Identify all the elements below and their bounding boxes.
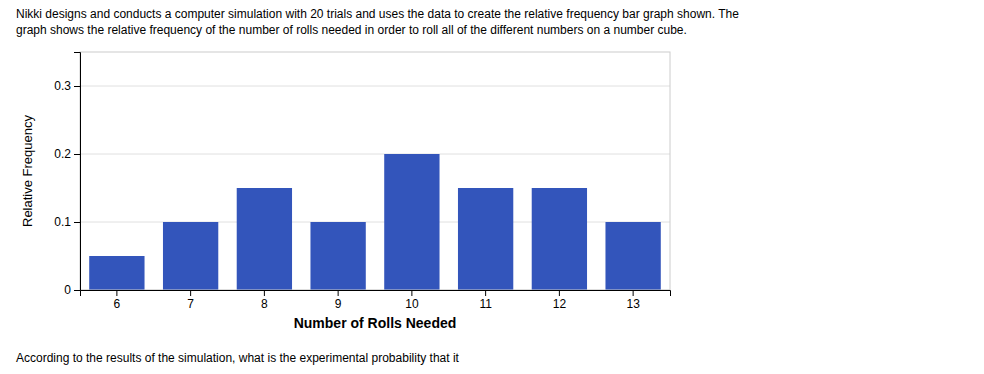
chart-svg: Nikki designs and conducts a computer si…: [0, 0, 984, 374]
bar: [163, 222, 218, 290]
grid: [80, 86, 670, 290]
y-tick-mark: [74, 86, 80, 87]
x-tick-label: 10: [405, 297, 419, 311]
x-tick-mark: [411, 290, 412, 296]
bar: [384, 154, 439, 290]
x-tick-label: 12: [553, 297, 567, 311]
x-axis: 6 7 8 9 10 11 12 13: [81, 290, 671, 311]
x-tick: 8: [261, 290, 268, 311]
x-tick-mark: [116, 290, 117, 296]
x-tick-label: 9: [335, 297, 342, 311]
y-tick-mark: [74, 290, 80, 291]
y-tick-label: 0.3: [54, 79, 71, 93]
x-tick-mark: [559, 290, 560, 296]
bar: [89, 256, 144, 290]
plot-frame: [80, 52, 670, 290]
x-tick-mark: [338, 290, 339, 296]
y-axis-line: [74, 53, 81, 291]
x-axis-title: Number of Rolls Needed: [294, 315, 457, 331]
bar: [605, 222, 660, 290]
y-tick: 0.1: [54, 215, 80, 229]
x-tick: 13: [626, 290, 640, 311]
x-tick-mark: [264, 290, 265, 296]
x-tick: 7: [187, 290, 194, 311]
x-tick-mark: [633, 290, 634, 296]
y-tick: 0.3: [54, 79, 80, 93]
bars: [89, 154, 661, 290]
x-tick-label: 11: [479, 297, 492, 311]
y-axis: 0 0.1 0.2 0.3: [54, 53, 80, 298]
x-tick-label: 6: [114, 297, 121, 311]
annotation: According to the results of the simulati…: [16, 351, 460, 365]
plot: 0 0.1 0.2 0.3 6 7 8 9 10 11 12 13 Number of Rolls Ne…: [20, 52, 671, 331]
chart-container: Nikki designs and conducts a computer si…: [0, 0, 984, 374]
bar: [458, 188, 513, 290]
x-tick-label: 8: [261, 297, 268, 311]
subtitle: graph shows the relative frequency of th…: [16, 23, 687, 37]
x-tick: 12: [553, 290, 567, 311]
x-tick: 6: [114, 290, 121, 311]
y-tick: 0.2: [54, 147, 80, 161]
bar: [310, 222, 365, 290]
y-tick-mark: [74, 222, 80, 223]
x-tick-mark: [190, 290, 191, 296]
title: Nikki designs and conducts a computer si…: [16, 7, 739, 21]
x-tick: 9: [335, 290, 342, 311]
x-tick: 10: [405, 290, 419, 311]
bar: [532, 188, 587, 290]
x-axis-line: [81, 291, 671, 297]
bar: [237, 188, 292, 290]
grid-line: [80, 154, 670, 155]
y-tick-label: 0.1: [54, 215, 71, 229]
x-tick-label: 13: [626, 297, 640, 311]
y-tick-mark: [74, 154, 80, 155]
x-tick-label: 7: [187, 297, 194, 311]
y-axis-title: Relative Frequency: [20, 115, 35, 227]
y-tick-label: 0: [64, 283, 71, 297]
x-tick: 11: [479, 290, 492, 311]
x-tick-mark: [485, 290, 486, 296]
y-tick-label: 0.2: [54, 147, 71, 161]
grid-line: [80, 86, 670, 87]
y-tick: 0: [64, 283, 80, 297]
